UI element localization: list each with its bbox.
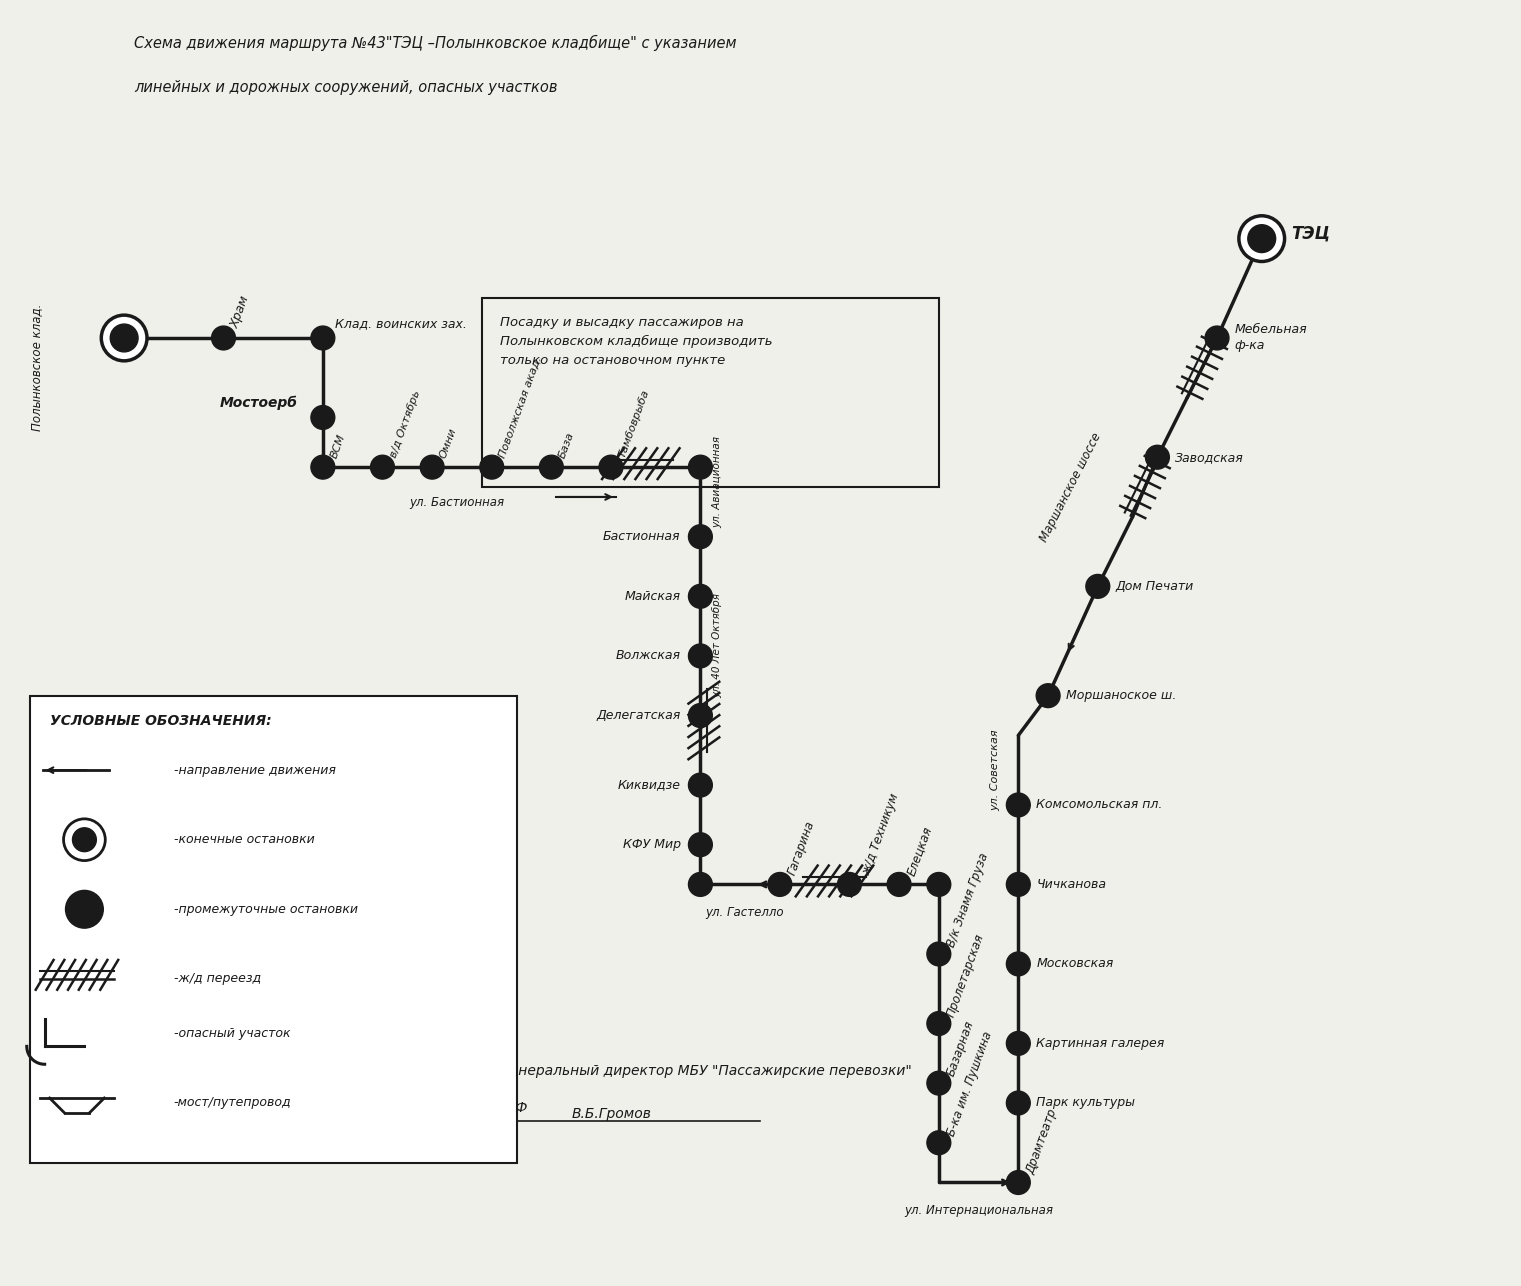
Circle shape <box>1086 575 1110 598</box>
Text: КФУ Мир: КФУ Мир <box>622 838 680 851</box>
Text: Мебельная
ф-ка: Мебельная ф-ка <box>1235 324 1308 352</box>
Text: ВФ: ВФ <box>506 1101 528 1115</box>
Circle shape <box>926 1071 951 1096</box>
Text: Драмтеатр: Драмтеатр <box>1024 1107 1060 1175</box>
Circle shape <box>211 327 236 350</box>
Text: Гагарина: Гагарина <box>786 819 818 877</box>
Circle shape <box>1007 1170 1030 1195</box>
Circle shape <box>102 315 148 361</box>
Circle shape <box>689 773 712 797</box>
Text: ул. Советская: ул. Советская <box>990 729 1001 811</box>
Text: Генеральный директор МБУ "Пассажирские перевозки": Генеральный директор МБУ "Пассажирские п… <box>502 1064 911 1078</box>
Circle shape <box>479 455 503 480</box>
Text: Картинная галерея: Картинная галерея <box>1036 1037 1165 1049</box>
Circle shape <box>1205 327 1229 350</box>
Circle shape <box>310 455 335 480</box>
Text: Поволжская акад.: Поволжская акад. <box>497 355 545 459</box>
Text: База: База <box>557 431 576 459</box>
Text: В.Б.Громов: В.Б.Громов <box>572 1107 651 1121</box>
Text: Майская: Майская <box>625 590 680 603</box>
Text: Волжская: Волжская <box>616 649 680 662</box>
Text: Полынковское клад.: Полынковское клад. <box>30 303 43 432</box>
Text: -промежуточные остановки: -промежуточные остановки <box>173 903 357 916</box>
Text: Клад. воинских зах.: Клад. воинских зах. <box>335 318 467 331</box>
Text: Дом Печати: Дом Печати <box>1116 580 1194 593</box>
Text: Тамбоврыба: Тамбоврыба <box>618 388 651 459</box>
Circle shape <box>689 525 712 549</box>
Text: ул. Авиационная: ул. Авиационная <box>712 436 722 529</box>
Circle shape <box>1007 1031 1030 1056</box>
Text: Храм: Храм <box>228 294 252 331</box>
Circle shape <box>599 455 624 480</box>
Circle shape <box>1007 793 1030 817</box>
Circle shape <box>926 1130 951 1155</box>
Text: Омни: Омни <box>438 426 458 459</box>
Circle shape <box>926 1012 951 1035</box>
Text: Елецкая: Елецкая <box>905 824 935 877</box>
Circle shape <box>1007 952 1030 976</box>
Text: Московская: Московская <box>1036 957 1113 971</box>
Circle shape <box>838 872 861 896</box>
Text: Бастионная: Бастионная <box>602 530 680 543</box>
Circle shape <box>1240 216 1285 261</box>
Text: -опасный участок: -опасный участок <box>173 1028 291 1040</box>
Text: Чичканова: Чичканова <box>1036 878 1106 891</box>
Circle shape <box>887 872 911 896</box>
Circle shape <box>310 405 335 430</box>
Text: Заводская: Заводская <box>1176 450 1244 464</box>
Text: ул. 40 Лет Октября: ул. 40 Лет Октября <box>712 593 722 698</box>
Text: линейных и дорожных сооружений, опасных участков: линейных и дорожных сооружений, опасных … <box>134 80 558 95</box>
Text: ул. Интернациональная: ул. Интернациональная <box>903 1204 1053 1218</box>
Circle shape <box>1247 225 1276 252</box>
Text: в/д Октябрь: в/д Октябрь <box>388 390 421 459</box>
Text: Делегатская: Делегатская <box>596 709 680 721</box>
Circle shape <box>689 703 712 728</box>
Circle shape <box>1145 445 1170 469</box>
Text: ТЭЦ: ТЭЦ <box>1291 225 1331 243</box>
Circle shape <box>540 455 563 480</box>
Circle shape <box>65 890 103 928</box>
Text: Б-ка им. Пушкина: Б-ка им. Пушкина <box>945 1029 995 1138</box>
Circle shape <box>1007 872 1030 896</box>
Circle shape <box>689 872 712 896</box>
Circle shape <box>689 584 712 608</box>
Text: Парк культуры: Парк культуры <box>1036 1097 1135 1110</box>
Circle shape <box>1036 684 1060 707</box>
Circle shape <box>926 872 951 896</box>
Text: -направление движения: -направление движения <box>173 764 336 777</box>
Circle shape <box>689 833 712 856</box>
Text: УСЛОВНЫЕ ОБОЗНАЧЕНИЯ:: УСЛОВНЫЕ ОБОЗНАЧЕНИЯ: <box>50 714 271 728</box>
Text: Маршанское шоссе: Маршанское шоссе <box>1037 431 1104 544</box>
Text: -конечные остановки: -конечные остановки <box>173 833 315 846</box>
Text: Схема движения маршрута №43"ТЭЦ –Полынковское кладбище" с указанием: Схема движения маршрута №43"ТЭЦ –Полынко… <box>134 35 736 51</box>
Text: ул. Гастелло: ул. Гастелло <box>706 907 783 919</box>
Circle shape <box>64 819 105 860</box>
Text: Посадку и высадку пассажиров на
Полынковском кладбище производить
только на оста: Посадку и высадку пассажиров на Полынков… <box>500 316 773 368</box>
Text: Мостоерб: Мостоерб <box>219 395 297 410</box>
Circle shape <box>73 828 96 851</box>
Bar <box>30 696 517 1163</box>
Text: -мост/путепровод: -мост/путепровод <box>173 1097 292 1110</box>
Text: Базарная: Базарная <box>945 1019 976 1078</box>
Circle shape <box>689 455 712 480</box>
Circle shape <box>768 872 792 896</box>
Text: ж/д Техникум: ж/д Техникум <box>861 792 902 877</box>
Text: Комсомольская пл.: Комсомольская пл. <box>1036 799 1162 811</box>
Circle shape <box>310 327 335 350</box>
Circle shape <box>689 644 712 667</box>
Circle shape <box>371 455 394 480</box>
Circle shape <box>926 943 951 966</box>
Text: ВСМ: ВСМ <box>329 432 347 459</box>
Circle shape <box>110 324 138 352</box>
Circle shape <box>420 455 444 480</box>
Text: Пролетарская: Пролетарская <box>945 931 987 1019</box>
Circle shape <box>1007 1091 1030 1115</box>
Text: -ж/д переезд: -ж/д переезд <box>173 972 262 985</box>
Text: В/к Знамя Груза: В/к Знамя Груза <box>945 851 992 949</box>
Text: Киквидзе: Киквидзе <box>618 778 680 792</box>
Text: Моршаноское ш.: Моршаноское ш. <box>1066 689 1176 702</box>
Text: ул. Бастионная: ул. Бастионная <box>409 496 505 509</box>
Bar <box>482 298 938 487</box>
